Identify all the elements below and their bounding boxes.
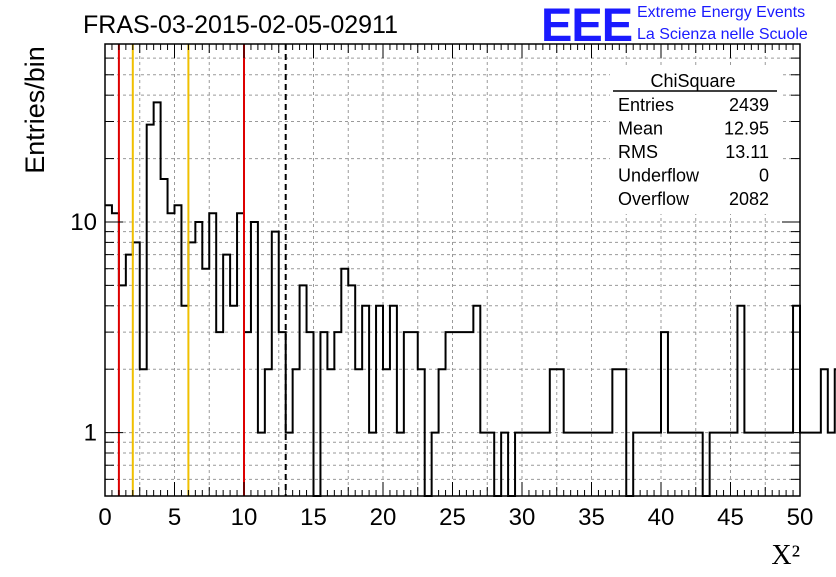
histogram-bin <box>223 255 230 496</box>
histogram-bin <box>175 205 182 496</box>
histogram-bin <box>300 285 307 496</box>
histogram-bin <box>195 222 202 496</box>
histogram-bin <box>341 269 348 496</box>
chart-title: FRAS-03-2015-02-05-02911 <box>83 11 398 39</box>
histogram-bin <box>244 332 251 496</box>
histogram-bin <box>119 285 126 496</box>
histogram-bin <box>334 332 341 496</box>
histogram-bin <box>737 306 744 496</box>
stats-label: Overflow <box>618 189 690 209</box>
stats-title: ChiSquare <box>650 71 735 91</box>
stats-value: 12.95 <box>724 119 769 139</box>
histogram-bin <box>390 306 397 496</box>
stats-label: Underflow <box>618 166 700 186</box>
histogram-bin <box>168 213 175 496</box>
histogram-bin <box>466 332 473 496</box>
histogram-bin <box>105 205 112 496</box>
eee-logo: EEE <box>541 0 632 51</box>
histogram-bin <box>202 269 209 496</box>
y-tick-label: 1 <box>84 420 97 447</box>
x-tick-label: 10 <box>231 504 258 531</box>
histogram-bin <box>376 306 383 496</box>
stats-value: 2439 <box>729 95 769 115</box>
stats-value: 0 <box>759 166 769 186</box>
histogram-bin <box>320 332 327 496</box>
histogram-bin <box>814 433 821 496</box>
x-tick-label: 50 <box>787 504 814 531</box>
histogram-bin <box>800 433 807 496</box>
histogram-bin <box>807 433 814 496</box>
x-axis-label: X² <box>771 540 800 571</box>
histogram-bin <box>147 125 154 496</box>
x-tick-label: 30 <box>509 504 536 531</box>
histogram-bin <box>362 306 369 496</box>
histogram-bin <box>126 255 133 496</box>
histogram-bin <box>661 332 668 496</box>
brand-line-2: La Scienza nelle Scuole <box>637 26 808 43</box>
histogram-bin <box>112 213 119 496</box>
histogram-bin <box>181 306 188 496</box>
stats-label: Mean <box>618 119 663 139</box>
histogram-bin <box>453 332 460 496</box>
histogram-bin <box>230 306 237 496</box>
histogram-bin <box>279 332 286 496</box>
x-tick-label: 40 <box>648 504 675 531</box>
x-tick-label: 45 <box>717 504 744 531</box>
x-tick-label: 35 <box>578 504 605 531</box>
histogram-bin <box>459 332 466 496</box>
y-tick-label: 10 <box>70 209 97 236</box>
histogram-bin <box>209 213 216 496</box>
histogram-bin <box>216 332 223 496</box>
x-tick-label: 5 <box>168 504 181 531</box>
x-tick-label: 20 <box>370 504 397 531</box>
histogram-bin <box>411 332 418 496</box>
histogram-bin <box>828 433 835 496</box>
histogram-bin <box>348 285 355 496</box>
histogram-bin <box>154 102 161 496</box>
x-tick-label: 0 <box>98 504 111 531</box>
stats-value: 13.11 <box>725 142 769 162</box>
histogram-bin <box>272 232 279 496</box>
histogram-bin <box>821 369 828 496</box>
x-tick-label: 15 <box>300 504 327 531</box>
stats-label: RMS <box>618 142 658 162</box>
x-tick-label: 25 <box>439 504 466 531</box>
histogram-bin <box>404 332 411 496</box>
stats-label: Entries <box>618 95 674 115</box>
brand-line-1: Extreme Energy Events <box>637 4 805 21</box>
histogram-bin <box>251 222 258 496</box>
histogram-bin <box>307 332 314 496</box>
histogram-bin <box>473 306 480 496</box>
stats-value: 2082 <box>729 189 769 209</box>
histogram-outline <box>105 101 836 497</box>
histogram-bin <box>446 332 453 496</box>
y-axis-label: Entries/bin <box>20 46 50 174</box>
histogram-bin <box>237 213 244 496</box>
histogram-bin <box>793 306 800 496</box>
histogram-bin <box>161 179 168 496</box>
